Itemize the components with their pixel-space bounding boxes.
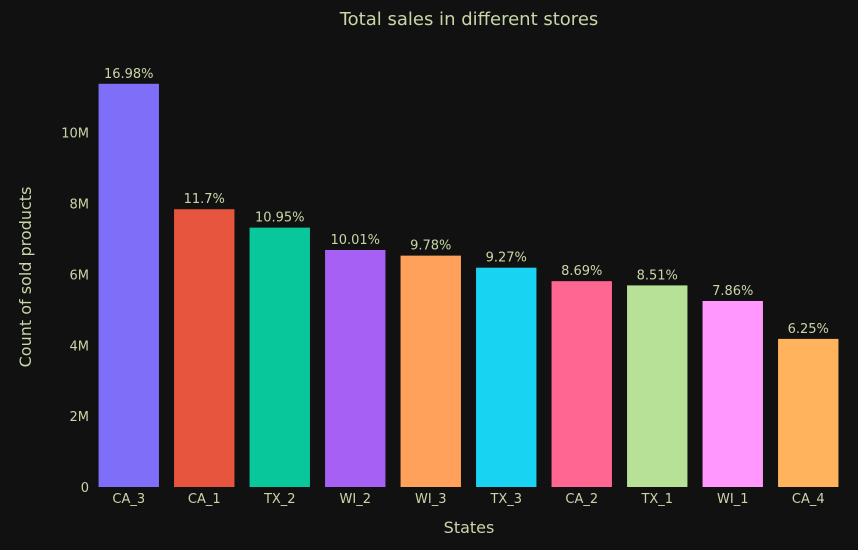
bar <box>98 83 159 487</box>
x-tick-label: CA_2 <box>565 492 598 507</box>
bar <box>778 338 839 487</box>
x-tick-label: CA_4 <box>792 492 825 507</box>
bar-value-label: 16.98% <box>104 67 154 82</box>
bar <box>551 281 612 487</box>
x-axis: CA_3 CA_1 TX_2 WI_2 WI_3 TX_3 CA_2 TX_1 WI_1 CA_4 <box>112 492 824 507</box>
bars <box>98 83 839 487</box>
bar <box>174 209 235 487</box>
y-tick-label: 6M <box>70 268 90 283</box>
bar-value-label: 8.69% <box>561 264 602 279</box>
x-tick-label: CA_3 <box>112 492 145 507</box>
bar-value-label: 10.95% <box>255 211 305 226</box>
bar <box>400 255 461 487</box>
y-axis: 0 2M 4M 6M 8M 10M <box>61 127 89 496</box>
bar-value-label: 10.01% <box>330 233 380 248</box>
x-tick-label: WI_1 <box>717 492 748 507</box>
bar-value-label: 11.7% <box>184 192 225 207</box>
x-tick-label: TX_1 <box>640 492 673 507</box>
bar-value-labels: 16.98% 11.7% 10.95% 10.01% 9.78% 9.27% 8.69% 8.… <box>104 67 829 337</box>
x-axis-title: States <box>444 518 495 537</box>
x-tick-label: TX_3 <box>489 492 522 507</box>
y-tick-label: 8M <box>70 198 90 213</box>
y-tick-label: 10M <box>61 127 89 142</box>
x-tick-label: WI_3 <box>415 492 446 507</box>
y-tick-label: 4M <box>70 339 90 354</box>
x-tick-label: CA_1 <box>188 492 221 507</box>
bar-value-label: 9.27% <box>486 251 527 266</box>
chart-title: Total sales in different stores <box>339 9 599 30</box>
bar <box>627 285 688 487</box>
bar <box>249 227 310 487</box>
bar-value-label: 8.51% <box>637 268 678 283</box>
bar <box>476 267 537 487</box>
bar <box>702 300 763 487</box>
bar-value-label: 7.86% <box>712 284 753 299</box>
bar <box>325 249 386 487</box>
bar-value-label: 9.78% <box>410 239 451 254</box>
y-tick-label: 2M <box>70 410 90 425</box>
bar-value-label: 6.25% <box>788 322 829 337</box>
x-tick-label: WI_2 <box>340 492 371 507</box>
x-tick-label: TX_2 <box>263 492 296 507</box>
y-tick-label: 0 <box>81 481 89 496</box>
y-axis-title: Count of sold products <box>16 187 35 368</box>
